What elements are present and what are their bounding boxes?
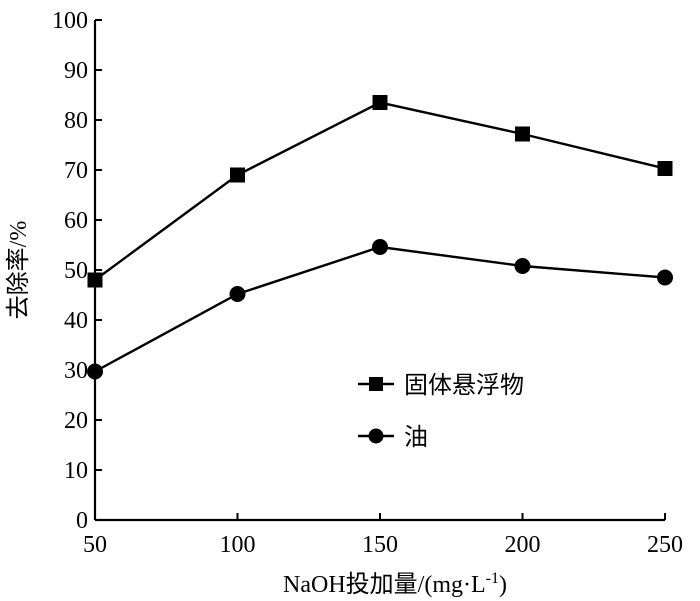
data-point-solids [657, 161, 673, 176]
x-axis-title: NaOH投加量/(mg·L-1) [283, 570, 507, 598]
y-tick-label: 100 [52, 8, 88, 34]
x-tick-label: 200 [505, 532, 541, 558]
y-tick-label: 50 [64, 258, 88, 284]
y-axis-title: 去除率/% [5, 221, 32, 320]
y-tick-label: 20 [64, 408, 88, 434]
x-ticks: 50 100 150 200 250 [83, 513, 683, 558]
legend-label-solids: 固体悬浮物 [404, 372, 524, 399]
y-tick-label: 0 [76, 508, 88, 534]
y-tick-label: 30 [64, 358, 88, 384]
x-tick-label: 250 [647, 532, 683, 558]
data-point-oil [514, 258, 531, 274]
x-tick-label: 100 [220, 532, 256, 558]
y-ticks: 0 10 20 30 40 50 60 70 80 90 100 [52, 8, 102, 534]
x-tick-label: 50 [83, 532, 107, 558]
data-point-solids [372, 95, 388, 110]
data-point-oil [87, 363, 103, 380]
legend-circle-marker-icon [368, 428, 384, 444]
legend-item-solids: 固体悬浮物 [358, 372, 524, 399]
legend-label-oil: 油 [404, 424, 428, 451]
data-point-solids [230, 167, 245, 183]
y-tick-label: 90 [64, 58, 88, 84]
data-point-oil [372, 239, 388, 255]
series-line-oil [94, 245, 666, 373]
legend-item-oil: 油 [358, 424, 428, 451]
y-tick-label: 40 [64, 308, 88, 334]
y-tick-label: 10 [64, 458, 88, 484]
y-tick-label: 60 [64, 208, 88, 234]
y-tick-label: 70 [64, 158, 88, 184]
legend: 固体悬浮物 油 [358, 372, 524, 451]
data-point-oil [229, 286, 246, 302]
x-tick-label: 150 [362, 532, 398, 558]
data-point-solids [87, 272, 103, 288]
data-point-oil [657, 269, 673, 286]
legend-square-marker-icon [369, 377, 383, 391]
series-layer [87, 95, 673, 380]
data-point-solids [515, 126, 530, 142]
y-tick-label: 80 [64, 108, 88, 134]
